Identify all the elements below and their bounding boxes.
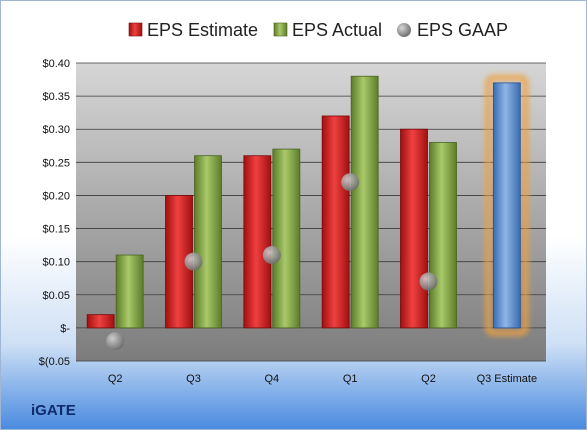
marker-eps-gaap bbox=[184, 252, 203, 271]
y-tick-label: $0.35 bbox=[42, 91, 70, 103]
x-axis-ticks: Q2 Q3 Q4 Q1 Q2 Q3 Estimate bbox=[108, 373, 537, 385]
marker-eps-gaap bbox=[262, 246, 281, 265]
gridlines bbox=[76, 62, 546, 362]
bar-eps-estimate bbox=[400, 128, 428, 329]
highlight-glow bbox=[485, 74, 529, 336]
y-tick-label: $0.05 bbox=[42, 290, 70, 302]
x-tick-label: Q3 Estimate bbox=[477, 373, 538, 385]
bar-eps-actual bbox=[350, 75, 379, 329]
legend-label-actual: EPS Actual bbox=[292, 20, 382, 40]
bar-eps-actual bbox=[272, 148, 301, 329]
legend: EPS Estimate EPS Actual EPS GAAP bbox=[128, 20, 508, 40]
company-name: iGATE bbox=[31, 402, 76, 419]
legend-item-gaap: EPS GAAP bbox=[397, 20, 508, 40]
marker-eps-gaap bbox=[106, 332, 125, 351]
y-tick-label: $0.40 bbox=[42, 58, 70, 70]
marker-eps-gaap bbox=[419, 272, 438, 291]
legend-label-estimate: EPS Estimate bbox=[147, 20, 258, 40]
y-tick-label: $0.20 bbox=[42, 190, 70, 202]
bar-eps-estimate bbox=[86, 314, 115, 329]
marker-eps-gaap bbox=[341, 173, 360, 192]
bar-eps-actual bbox=[194, 155, 222, 329]
legend-item-actual: EPS Actual bbox=[273, 20, 382, 40]
y-tick-label: $0.25 bbox=[42, 157, 70, 169]
legend-label-gaap: EPS GAAP bbox=[417, 20, 508, 40]
gaap-markers bbox=[106, 173, 438, 351]
y-tick-label: $(0.05 bbox=[39, 356, 70, 368]
legend-item-estimate: EPS Estimate bbox=[128, 20, 258, 40]
y-tick-label: $- bbox=[60, 323, 70, 335]
bar-eps-projected bbox=[492, 82, 521, 329]
bar-eps-actual bbox=[115, 254, 144, 329]
x-tick-label: Q2 bbox=[108, 373, 123, 385]
bar-eps-actual bbox=[429, 142, 457, 329]
y-tick-label: $0.30 bbox=[42, 124, 70, 136]
x-tick-label: Q2 bbox=[421, 373, 436, 385]
y-tick-label: $0.15 bbox=[42, 224, 70, 236]
y-tick-label: $0.10 bbox=[42, 257, 70, 269]
plot-area bbox=[76, 63, 546, 361]
y-axis-ticks: $(0.05 $- $0.05 $0.10 $0.15 $0.20 $0.25 $0.30 $0… bbox=[39, 58, 71, 368]
bar-eps-estimate bbox=[321, 115, 350, 329]
bars bbox=[86, 74, 529, 336]
x-tick-label: Q4 bbox=[264, 373, 279, 385]
x-tick-label: Q1 bbox=[343, 373, 358, 385]
bar-eps-estimate bbox=[243, 155, 272, 329]
x-tick-label: Q3 bbox=[186, 373, 201, 385]
